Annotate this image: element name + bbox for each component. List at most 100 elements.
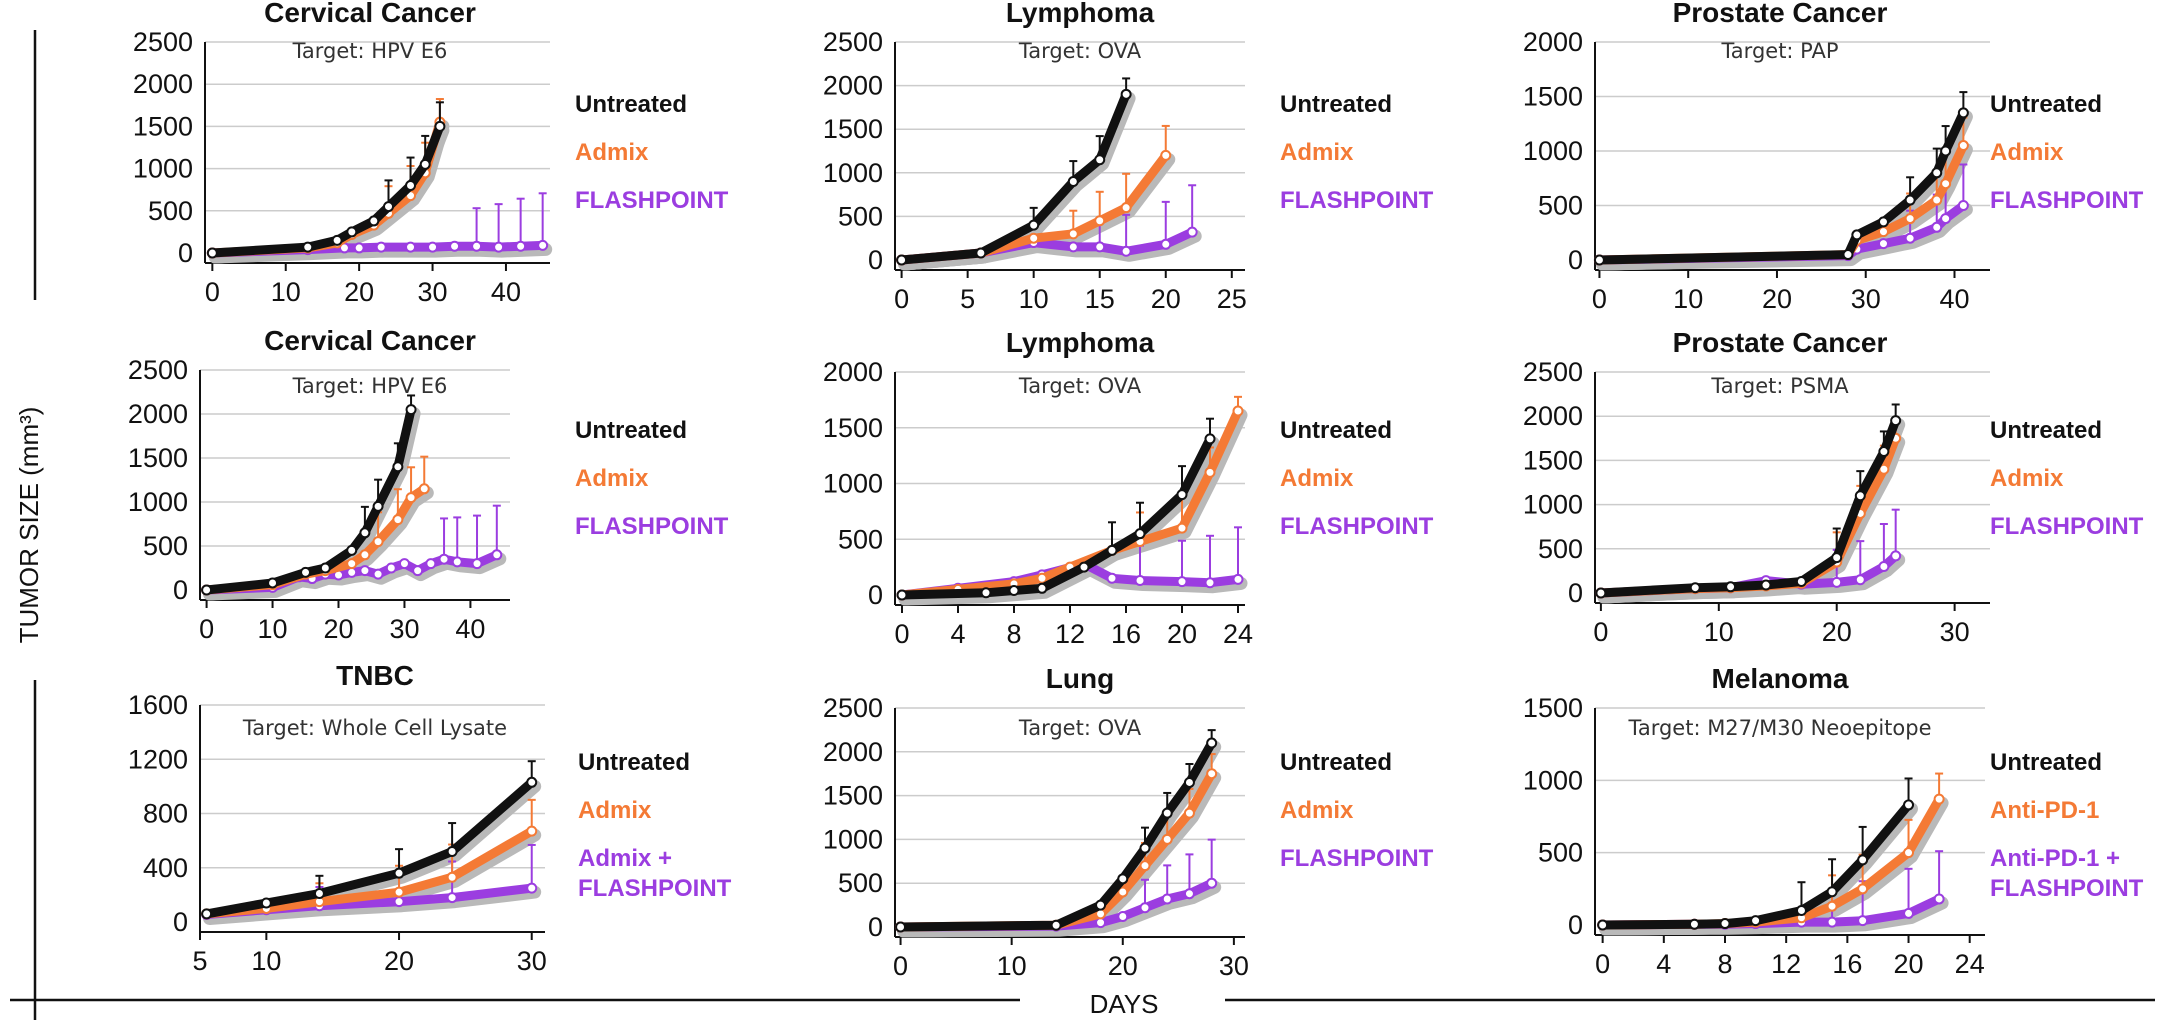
data-point bbox=[1719, 918, 1731, 930]
data-point bbox=[1688, 918, 1700, 930]
y-tick-label: 2500 bbox=[133, 27, 193, 57]
data-point bbox=[1106, 572, 1118, 584]
data-point bbox=[1877, 226, 1889, 238]
data-point bbox=[1842, 249, 1854, 261]
data-point bbox=[1940, 145, 1952, 157]
x-tick-label: 10 bbox=[997, 951, 1027, 981]
data-point bbox=[1940, 213, 1952, 225]
data-point bbox=[1232, 405, 1244, 417]
data-point bbox=[1760, 579, 1772, 591]
chart-subtitle: Target: HPV E6 bbox=[292, 374, 448, 398]
data-point bbox=[346, 558, 358, 570]
data-point bbox=[1597, 919, 1609, 931]
data-point bbox=[392, 461, 404, 473]
y-tick-label: 0 bbox=[1568, 910, 1583, 940]
data-point bbox=[975, 247, 987, 259]
data-point bbox=[412, 565, 424, 577]
data-point bbox=[1036, 582, 1048, 594]
chart-subtitle: Target: Whole Cell Lysate bbox=[242, 716, 507, 740]
data-point bbox=[1725, 581, 1737, 593]
data-point bbox=[1857, 854, 1869, 866]
legend-entry: Untreated bbox=[575, 417, 687, 444]
data-point bbox=[446, 845, 458, 857]
y-tick-label: 1000 bbox=[128, 487, 188, 517]
x-tick-label: 20 bbox=[1151, 284, 1181, 314]
data-point bbox=[1931, 194, 1943, 206]
y-tick-label: 1000 bbox=[823, 158, 883, 188]
data-point bbox=[1067, 241, 1079, 253]
data-point bbox=[895, 921, 907, 933]
y-tick-label: 1600 bbox=[128, 690, 188, 720]
x-tick-label: 12 bbox=[1771, 949, 1801, 979]
chart-panel: 0 500 1000 1500 2000 2500 0 10 20 30 Lung Target: O… bbox=[823, 663, 1434, 981]
data-point bbox=[1878, 560, 1890, 572]
legend-entry: Untreated bbox=[1990, 749, 2102, 776]
series-line bbox=[1598, 794, 1944, 930]
data-point bbox=[1593, 254, 1605, 266]
data-point bbox=[446, 871, 458, 883]
data-point bbox=[896, 254, 908, 266]
y-tick-label: 0 bbox=[173, 575, 188, 605]
y-tick-label: 0 bbox=[178, 238, 193, 268]
y-tick-label: 1500 bbox=[1523, 82, 1583, 112]
data-point bbox=[1120, 245, 1132, 257]
data-point bbox=[201, 908, 213, 920]
data-point bbox=[1854, 490, 1866, 502]
series-line bbox=[897, 89, 1131, 265]
data-point bbox=[1232, 573, 1244, 585]
data-point bbox=[260, 897, 272, 909]
x-tick-label: 10 bbox=[258, 614, 288, 644]
x-tick-label: 10 bbox=[271, 277, 301, 307]
data-point bbox=[526, 882, 538, 894]
data-point bbox=[368, 215, 380, 227]
data-point bbox=[1120, 202, 1132, 214]
data-point bbox=[1903, 847, 1915, 859]
y-tick-label: 1500 bbox=[823, 413, 883, 443]
data-point bbox=[1186, 226, 1198, 238]
data-point bbox=[449, 240, 461, 252]
data-point bbox=[393, 886, 405, 898]
y-tick-label: 2000 bbox=[1523, 401, 1583, 431]
data-point bbox=[1161, 833, 1173, 845]
y-tick-label: 1000 bbox=[133, 154, 193, 184]
x-tick-label: 30 bbox=[1940, 617, 1970, 647]
data-point bbox=[1078, 561, 1090, 573]
series-line bbox=[202, 777, 537, 919]
x-tick-label: 8 bbox=[1006, 619, 1021, 649]
legend-entry: Admix bbox=[1990, 139, 2064, 166]
chart-title: TNBC bbox=[336, 660, 414, 691]
y-tick-label: 1500 bbox=[823, 114, 883, 144]
y-tick-label: 500 bbox=[838, 868, 883, 898]
data-point bbox=[1067, 228, 1079, 240]
legend-entry: Admix + bbox=[578, 845, 672, 872]
y-tick-label: 2000 bbox=[133, 69, 193, 99]
y-tick-label: 500 bbox=[1538, 191, 1583, 221]
data-point bbox=[1904, 194, 1916, 206]
legend-entry: Untreated bbox=[1280, 749, 1392, 776]
data-point bbox=[1183, 807, 1195, 819]
legend-entry: FLASHPOINT bbox=[1990, 187, 2144, 214]
y-tick-label: 1200 bbox=[128, 744, 188, 774]
data-point bbox=[372, 568, 384, 580]
data-point bbox=[359, 565, 371, 577]
x-tick-label: 16 bbox=[1111, 619, 1141, 649]
data-point bbox=[1903, 907, 1915, 919]
y-tick-label: 2500 bbox=[823, 27, 883, 57]
data-point bbox=[375, 241, 387, 253]
y-tick-label: 0 bbox=[1568, 245, 1583, 275]
x-tick-label: 4 bbox=[1656, 949, 1671, 979]
y-tick-label: 2500 bbox=[1523, 357, 1583, 387]
series-line bbox=[1596, 416, 1901, 598]
y-tick-label: 500 bbox=[838, 524, 883, 554]
data-point bbox=[1831, 552, 1843, 564]
y-tick-label: 1000 bbox=[823, 824, 883, 854]
legend-entry: Untreated bbox=[1280, 91, 1392, 118]
data-point bbox=[1161, 807, 1173, 819]
x-axis-label: DAYS bbox=[1090, 989, 1159, 1019]
data-point bbox=[1931, 167, 1943, 179]
data-point bbox=[359, 527, 371, 539]
data-point bbox=[1067, 176, 1079, 188]
x-tick-label: 30 bbox=[1219, 951, 1249, 981]
x-tick-label: 0 bbox=[1593, 617, 1608, 647]
data-point bbox=[393, 867, 405, 879]
